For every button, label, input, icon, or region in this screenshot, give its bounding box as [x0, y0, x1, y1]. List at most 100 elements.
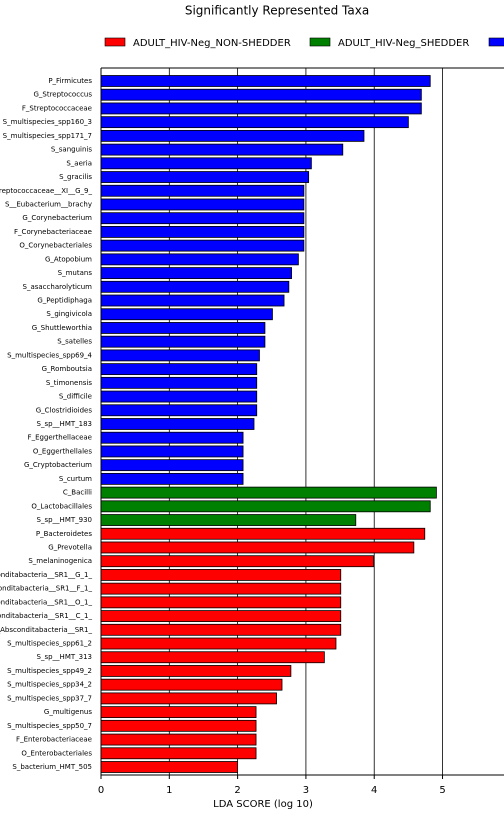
bar	[100, 472, 244, 485]
y-tick-label: P_Absconditabacteria__SR1_	[0, 626, 92, 634]
y-tick-label: O_Enterobacteriales	[21, 749, 92, 757]
y-tick-label: S_multispecies_spp49_2	[7, 667, 92, 675]
bar	[100, 226, 305, 238]
y-tick-label: S_sanguinis	[51, 146, 93, 154]
bar	[100, 308, 273, 321]
y-tick-label: S_bacterium_HMT_505	[12, 763, 92, 771]
y-tick-label: S_multispecies_spp171_7	[3, 132, 92, 140]
x-tick-label: 3	[303, 785, 309, 796]
bar	[100, 445, 244, 458]
bar	[100, 733, 257, 746]
bar	[100, 651, 325, 664]
bar	[100, 171, 310, 183]
bar	[100, 486, 437, 499]
y-tick-label: P_Bacteroidetes	[36, 530, 92, 538]
bar	[100, 500, 431, 513]
y-tick-label: G_Cryptobacterium	[24, 461, 92, 469]
y-tick-label: S_multispecies_spp160_3	[3, 118, 92, 126]
bar	[100, 390, 258, 403]
y-tick-label: S_multispecies_spp34_2	[7, 681, 92, 689]
bar	[100, 719, 257, 732]
y-tick-label: S_multispecies_spp37_7	[7, 694, 92, 702]
bar	[100, 747, 257, 760]
y-tick-label: S_multispecies_spp61_2	[7, 640, 92, 648]
y-tick-label: S_sp__HMT_313	[37, 653, 92, 661]
y-tick-label: C_Absconditabacteria__SR1__C_1_	[0, 612, 92, 620]
y-tick-label: S_sp__HMT_930	[37, 516, 92, 524]
bar	[100, 322, 266, 334]
y-tick-label: F_Absconditabacteria__SR1__F_1_	[0, 585, 92, 593]
x-tick-label: 4	[371, 785, 377, 796]
bar	[100, 116, 409, 129]
bar	[100, 335, 266, 348]
bar	[100, 418, 255, 430]
legend-label: ADULT_HIV-Neg_SHEDDER	[338, 38, 469, 49]
x-tick-label: 5	[439, 785, 445, 796]
bar	[100, 610, 342, 622]
bar	[100, 678, 283, 691]
bar	[100, 596, 342, 609]
y-tick-label: S_timonensis	[46, 379, 93, 387]
x-tick-label: 0	[98, 785, 104, 796]
y-tick-label: G_Peptidiphaga	[37, 297, 92, 305]
bar	[100, 527, 426, 540]
bar	[100, 253, 299, 266]
y-tick-label: O_Lactobacillales	[31, 502, 92, 510]
bar	[100, 376, 258, 389]
bar	[100, 129, 365, 142]
legend-swatch	[104, 37, 126, 47]
bar	[100, 157, 312, 170]
y-tick-label: G_Romboutsia	[42, 365, 92, 373]
y-tick-label: G_Prevotella	[48, 543, 92, 551]
chart-title: Significantly Represented Taxa	[185, 4, 369, 18]
y-tick-label: F_Corynebacteriaceae	[14, 228, 92, 236]
y-tick-label: G_Streptococcus	[33, 91, 92, 99]
bar	[100, 267, 292, 279]
bar	[100, 102, 422, 115]
y-tick-label: O_Corynebacteriales	[19, 242, 92, 250]
y-tick-label: S_satelles	[57, 338, 92, 346]
bar	[100, 569, 342, 581]
y-tick-label: S_sp__HMT_183	[37, 420, 92, 428]
bar	[100, 143, 344, 156]
x-tick-label: 2	[234, 785, 240, 796]
y-tick-label: S_multispecies_spp50_7	[7, 722, 92, 730]
bar	[100, 623, 342, 636]
y-tick-label: S_difficile	[59, 393, 92, 401]
legend-swatch	[309, 37, 331, 47]
y-tick-label: F_Enterobacteriaceae	[16, 736, 92, 744]
y-tick-label: F_Eggerthellaceae	[28, 434, 92, 442]
bar	[100, 239, 305, 252]
bar	[100, 349, 260, 362]
bar	[100, 761, 239, 773]
bar	[100, 294, 285, 307]
y-tick-label: F_Streptococcaceae	[22, 104, 92, 112]
bar	[100, 637, 337, 650]
bar	[100, 431, 244, 444]
y-tick-label: G_Atopobium	[45, 255, 92, 263]
bar	[100, 706, 257, 719]
y-tick-label: S_multispecies_spp69_4	[7, 351, 92, 359]
y-tick-label: G_Absconditabacteria__SR1__G_1_	[0, 571, 92, 579]
y-tick-label: G_Clostridioides	[36, 406, 93, 414]
bar	[100, 198, 305, 211]
y-tick-label: G_Shuttleworthia	[32, 324, 92, 332]
bar	[100, 582, 342, 595]
legend-swatch	[488, 37, 504, 47]
bar	[100, 212, 305, 225]
y-tick-label: G_Corynebacterium	[22, 214, 92, 222]
bar	[100, 514, 357, 526]
x-tick-label: 1	[166, 785, 172, 796]
bar	[100, 75, 431, 87]
y-tick-label: S_gingivicola	[46, 310, 92, 318]
bar	[100, 88, 422, 101]
bar	[100, 692, 277, 705]
bar	[100, 363, 258, 376]
y-tick-label: S_gracilis	[59, 173, 92, 181]
bar	[100, 404, 258, 417]
y-tick-label: O_Eggerthellales	[33, 447, 92, 455]
y-tick-label: S_asaccharolyticum	[23, 283, 93, 291]
bar	[100, 665, 292, 677]
x-axis-label: LDA SCORE (log 10)	[213, 799, 313, 810]
